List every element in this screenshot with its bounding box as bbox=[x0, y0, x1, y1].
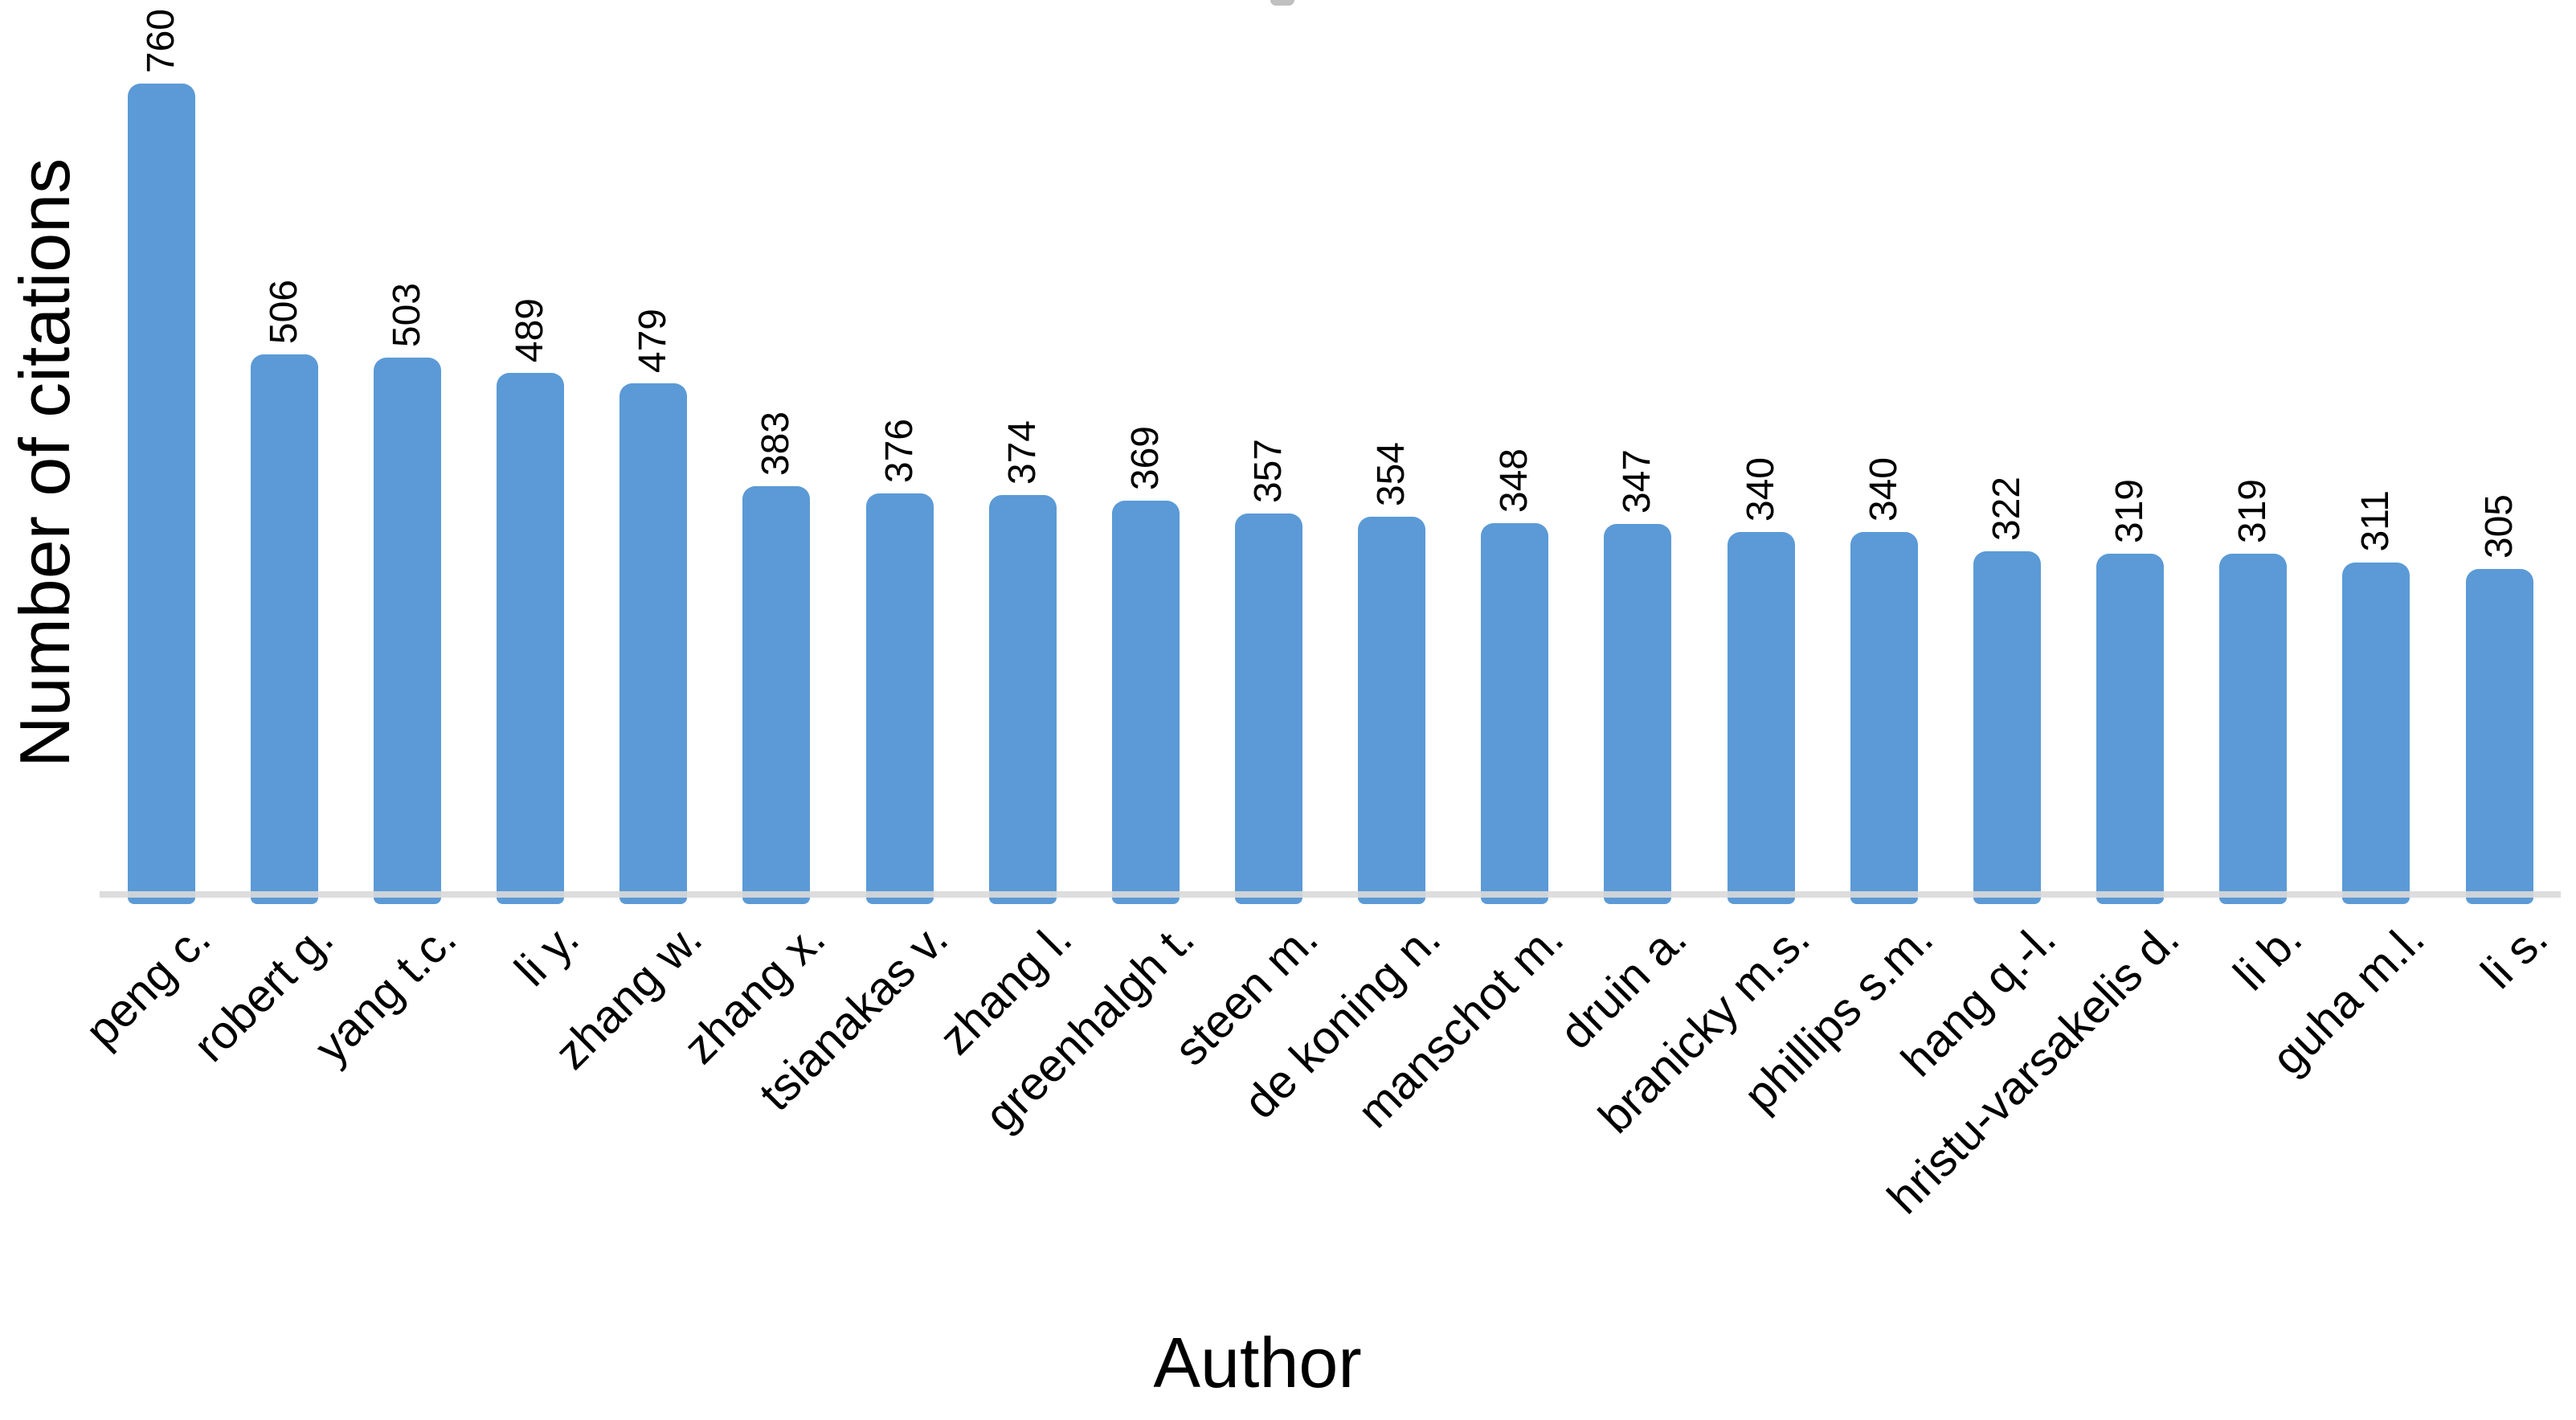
bar bbox=[1111, 501, 1180, 904]
bar-slot: 383 bbox=[715, 0, 838, 904]
bar-slot: 354 bbox=[1331, 0, 1454, 904]
bar-slot: 376 bbox=[838, 0, 961, 904]
x-axis-line bbox=[100, 891, 2561, 898]
bar-slot: 369 bbox=[1084, 0, 1207, 904]
bar bbox=[1481, 523, 1549, 904]
bar-slot: 319 bbox=[2069, 0, 2192, 904]
x-tick-label: li b. bbox=[2223, 912, 2312, 1001]
bar-value-label: 376 bbox=[877, 418, 921, 483]
bar bbox=[619, 383, 688, 904]
bar bbox=[1850, 532, 1918, 904]
bar-value-label: 354 bbox=[1370, 441, 1413, 506]
bar-slot: 340 bbox=[1822, 0, 1945, 904]
clipped-title-artifact bbox=[1270, 0, 1294, 6]
bar-slot: 305 bbox=[2438, 0, 2561, 904]
bar bbox=[865, 493, 934, 904]
bar-slot: 348 bbox=[1454, 0, 1576, 904]
x-axis-tick-labels: peng c. robert g. yang t.c. li y. zhang w. zh… bbox=[76, 912, 2561, 1300]
bar bbox=[2342, 563, 2410, 904]
bar-value-label: 357 bbox=[1246, 438, 1290, 503]
bar-value-label: 347 bbox=[1616, 448, 1659, 514]
bar bbox=[497, 373, 565, 904]
bar bbox=[1604, 524, 1672, 904]
bar-value-label: 369 bbox=[1123, 425, 1167, 490]
bar bbox=[2465, 569, 2533, 904]
bar-slot: 506 bbox=[223, 0, 346, 904]
bar-slot: 347 bbox=[1576, 0, 1699, 904]
bar bbox=[742, 486, 811, 904]
y-axis-title: Number of citations bbox=[5, 158, 84, 767]
bar-slot: 374 bbox=[961, 0, 1084, 904]
bar bbox=[988, 495, 1057, 904]
bar bbox=[2096, 554, 2165, 904]
bar-slot: 479 bbox=[592, 0, 715, 904]
bar bbox=[250, 354, 318, 904]
bar-value-label: 348 bbox=[1493, 448, 1536, 513]
bar-value-label: 506 bbox=[262, 279, 305, 344]
bar-value-label: 322 bbox=[1985, 476, 2028, 541]
bar-slot: 319 bbox=[2192, 0, 2315, 904]
bar bbox=[1973, 551, 2041, 904]
bar-slot: 311 bbox=[2315, 0, 2438, 904]
bar-value-label: 319 bbox=[2231, 478, 2275, 543]
bar-value-label: 340 bbox=[1739, 456, 1782, 522]
bar-slot: 357 bbox=[1207, 0, 1330, 904]
bar-value-label: 503 bbox=[385, 282, 428, 347]
x-tick-label: li y. bbox=[505, 912, 590, 996]
bar bbox=[373, 358, 441, 904]
bar-value-label: 383 bbox=[754, 411, 798, 476]
bar-slot: 322 bbox=[1945, 0, 2068, 904]
plot-area: 760 506 503 489 479 383 376 374 369 357 354 348 347 3… bbox=[100, 0, 2561, 904]
bar-value-label: 489 bbox=[509, 297, 552, 362]
bar-slot: 760 bbox=[100, 0, 223, 904]
bar bbox=[1234, 514, 1302, 904]
bar bbox=[127, 84, 195, 904]
bar bbox=[1358, 517, 1426, 904]
x-tick-label: li s. bbox=[2471, 912, 2558, 999]
bar-value-label: 311 bbox=[2354, 490, 2398, 552]
bar bbox=[1727, 532, 1795, 904]
x-axis-title: Author bbox=[1153, 1323, 1362, 1402]
bar-value-label: 305 bbox=[2477, 493, 2521, 559]
bar-value-label: 340 bbox=[1862, 456, 1905, 522]
bar-slot: 340 bbox=[1699, 0, 1822, 904]
bar-value-label: 479 bbox=[632, 308, 675, 373]
bar-value-label: 319 bbox=[2108, 478, 2152, 543]
bar-slot: 489 bbox=[468, 0, 591, 904]
bar-value-label: 760 bbox=[139, 8, 182, 73]
bar bbox=[2219, 554, 2288, 904]
bar-slot: 503 bbox=[346, 0, 468, 904]
bar-value-label: 374 bbox=[1000, 419, 1044, 485]
